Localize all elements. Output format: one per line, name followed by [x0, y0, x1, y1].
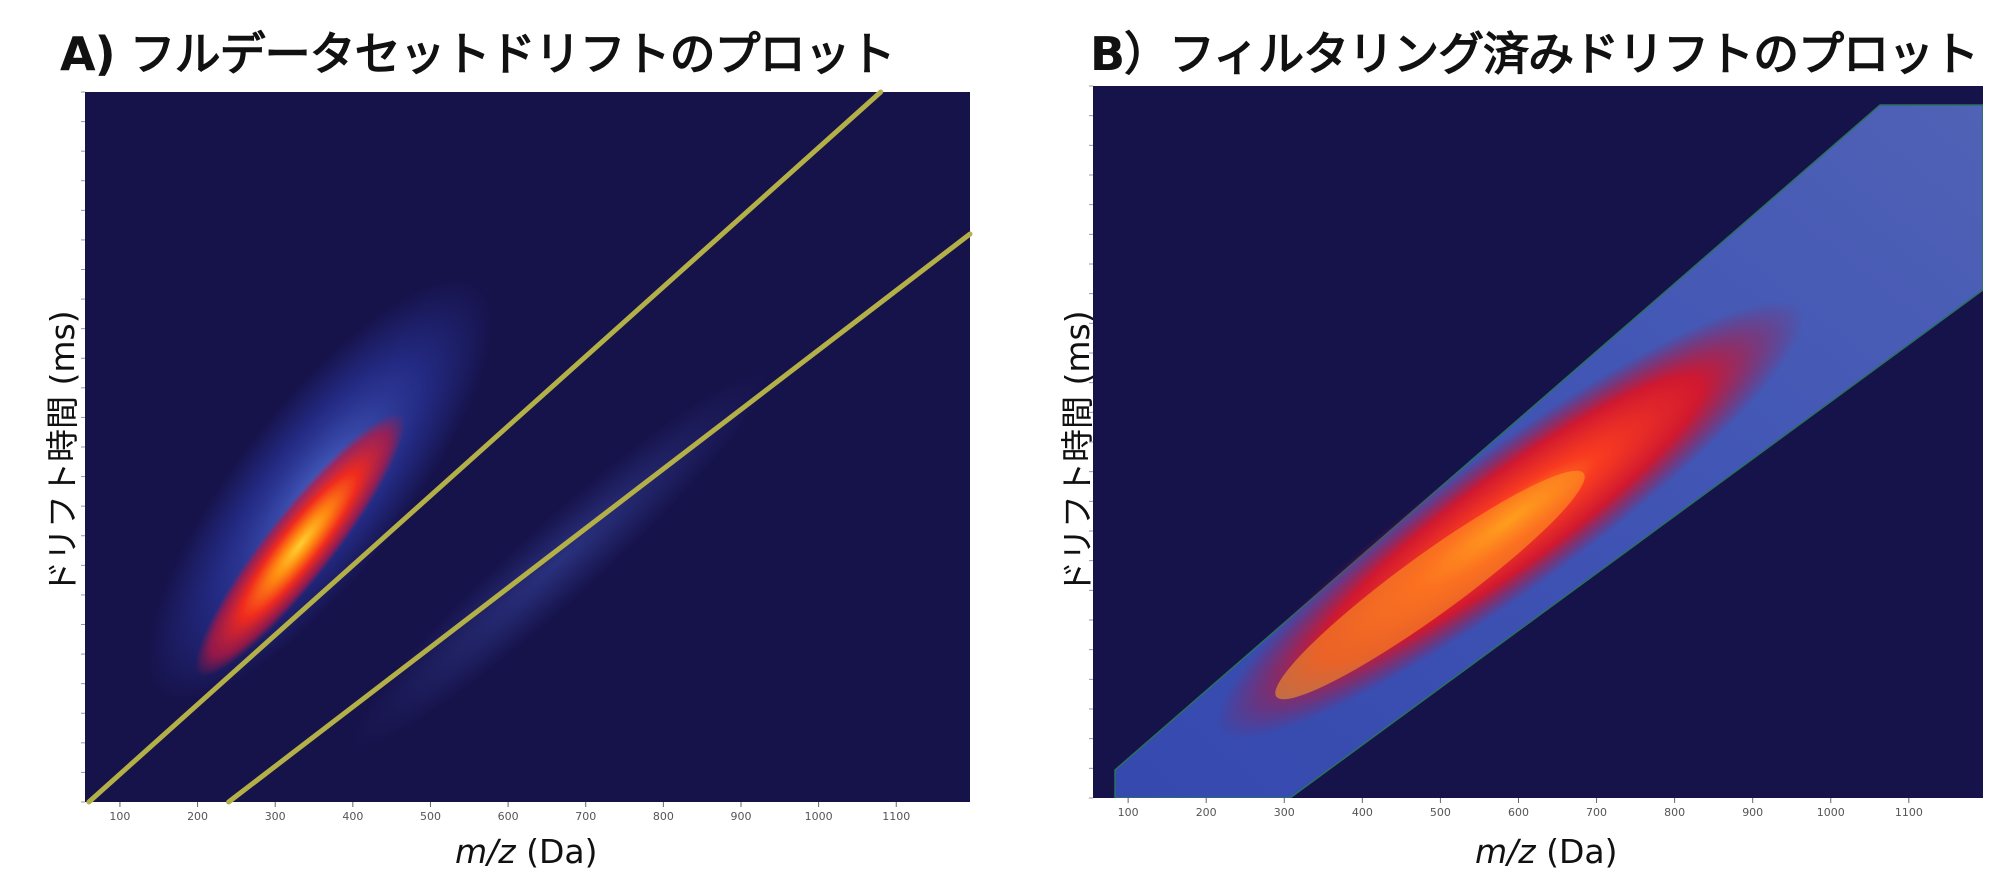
chart-a-x-tick-label: 1000: [805, 810, 833, 823]
chart-b-x-tick-label: 100: [1118, 806, 1139, 819]
chart-b-filter-outline: [1114, 104, 1983, 798]
chart-a-hot-core: [194, 413, 406, 677]
chart-a-boundary-line-1: [86, 89, 884, 805]
chart-a-x-tick-label: 800: [653, 810, 674, 823]
chart-a-x-tick-label: 1100: [882, 810, 910, 823]
chart-a-x-tick-label: 900: [730, 810, 751, 823]
chart-b-x-tick-label: 600: [1508, 806, 1529, 819]
chart-b-xlabel-unit: (Da): [1546, 832, 1618, 871]
chart-a-annotations: [86, 89, 973, 805]
chart-b-title: B）フィルタリング済みドリフトのプロット: [1090, 27, 1979, 81]
chart-b-x-tick-label: 200: [1196, 806, 1217, 819]
chart-a-x-tick-label: 200: [187, 810, 208, 823]
chart-b-xlabel-var: m/z: [1475, 832, 1536, 871]
chart-a-boundary-line-2: [226, 231, 973, 805]
chart-b-x-tick-label: 700: [1586, 806, 1607, 819]
chart-b-x-ticks: 100 200 300 400 500 600 700 800 900 1000 1100: [1089, 85, 1923, 819]
chart-b-x-tick-label: 300: [1274, 806, 1295, 819]
chart-a-xlabel-var: m/z: [455, 832, 516, 871]
chart-a-xlabel: m/z (Da): [455, 832, 597, 871]
chart-a-background: [85, 92, 970, 802]
chart-b-x-tick-label: 400: [1352, 806, 1373, 819]
chart-a-xlabel-unit: (Da): [526, 832, 598, 871]
chart-a-x-tick-label: 700: [575, 810, 596, 823]
chart-b-x-tick-label: 900: [1742, 806, 1763, 819]
chart-a-x-tick-label: 600: [498, 810, 519, 823]
chart-a-x-tick-label: 300: [265, 810, 286, 823]
chart-b-x-tick-label: 1100: [1895, 806, 1923, 819]
chart-b-hot-center: [1275, 470, 1585, 700]
chart-b-x-tick-label: 500: [1430, 806, 1451, 819]
chart-a-x-ticks: 100 200 300 400 500 600 700 800 900 1000 1100: [81, 91, 910, 823]
chart-b-x-tick-label: 800: [1664, 806, 1685, 819]
chart-a-x-tick-label: 400: [342, 810, 363, 823]
chart-b-plot-area: 100 200 300 400 500 600 700 800 900 1000 1100: [1089, 85, 1983, 819]
chart-b-xlabel: m/z (Da): [1475, 832, 1617, 871]
chart-a-plot-area: 100 200 300 400 500 600 700 800 900 1000 1100: [81, 89, 973, 823]
chart-a-x-tick-label: 500: [420, 810, 441, 823]
chart-b-x-tick-label: 1000: [1817, 806, 1845, 819]
chart-a-title: A) フルデータセットドリフトのプロット: [60, 27, 896, 81]
chart-a-x-tick-label: 100: [109, 810, 130, 823]
